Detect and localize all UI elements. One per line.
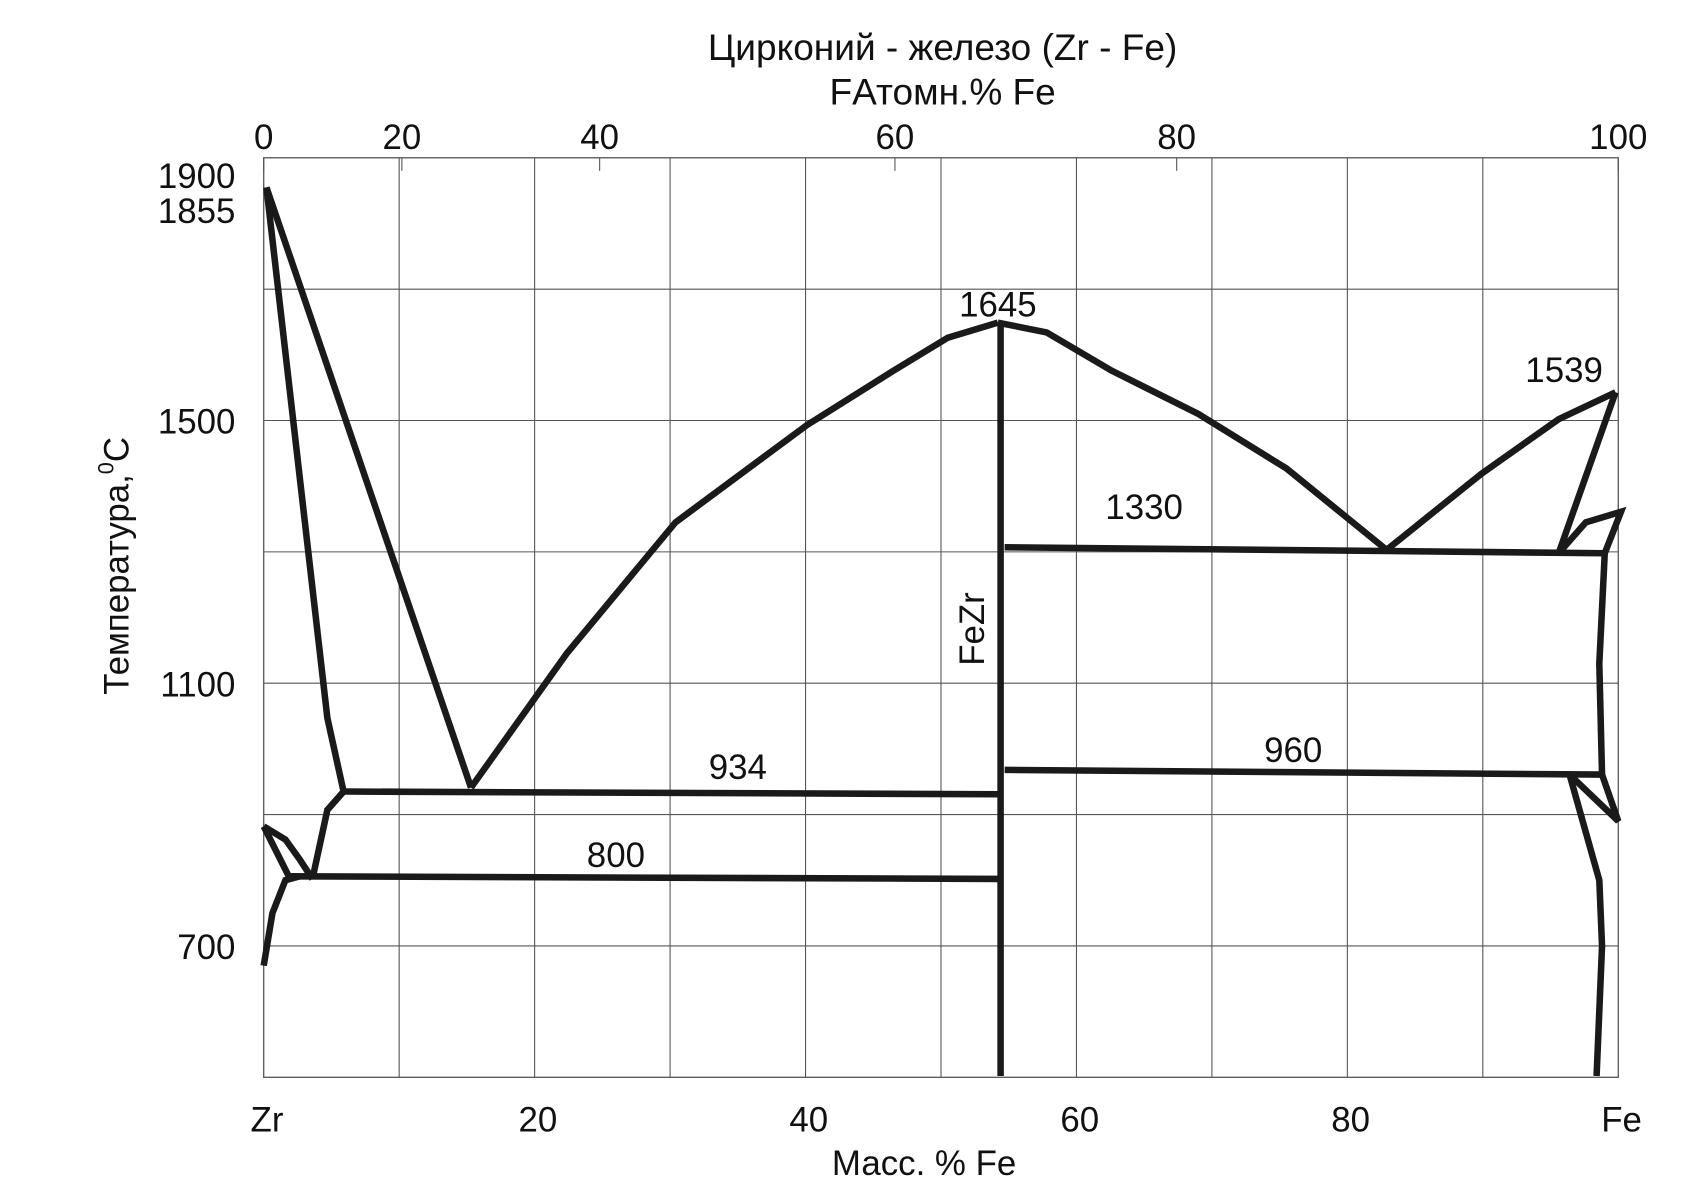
y-tick-label: 1855 [158,192,236,231]
temperature-annotation: 934 [709,748,767,787]
phase-line-liquidus-fezr-left [468,319,999,790]
y-axis-label: Температура,0C [93,437,136,695]
phase-line-solidus-zr [263,187,347,793]
temperature-annotation: 1539 [1525,351,1603,390]
top-axis-ticks: 0 20 40 60 80 100 [254,118,1647,171]
bottom-tick-label: 20 [519,1101,558,1140]
top-tick-label: 80 [1157,118,1196,157]
temperature-annotation: 1330 [1105,488,1183,527]
top-tick-label: 40 [580,118,619,157]
phase-line-eutectoid-960 [1004,766,1603,778]
phase-line-alpha-zr-solvus [260,873,301,967]
phase-line-liquidus-fezr-right [997,319,1389,553]
annotations: 1645 1539 1330 934 960 800 [587,286,1603,876]
phase-line-liquidus-fe [1384,389,1617,553]
y-axis-label-group: Температура,0C [93,437,136,695]
bottom-axis-ticks: Zr 20 40 60 80 Fe [251,1101,1642,1140]
grid [263,157,1619,1078]
phase-line-gamma-boundary [1596,553,1609,775]
chart-title: Цирконий - железо (Zr - Fe) [708,26,1177,68]
bottom-tick-label: 60 [1060,1101,1099,1140]
phase-line-delta-gamma-loop [1556,506,1627,556]
top-tick-label: 0 [254,118,273,157]
phase-line-alpha-boundary [1566,773,1606,1077]
y-tick-label: 1900 [158,157,236,196]
bottom-axis-label: Масс. % Fe [832,1144,1016,1183]
y-tick-label: 1100 [160,665,235,704]
compound-label: FeZr [953,592,992,666]
bottom-tick-label: 40 [789,1101,828,1140]
top-tick-label: 60 [876,118,915,157]
phase-lines [260,186,1627,1077]
phase-line-peritectic-1330 [1004,543,1605,557]
top-axis-label: FАтомн.% Fe [829,70,1055,112]
bottom-tick-label: Zr [251,1101,284,1140]
phase-line-liquidus-zr [263,186,475,789]
y-tick-label: 1500 [158,403,236,442]
bottom-tick-label: Fe [1601,1101,1642,1140]
top-tick-label: 20 [382,118,421,157]
phase-line-eutectic-934 [343,788,998,798]
top-tick-label: 100 [1589,118,1647,157]
temperature-annotation: 800 [587,836,645,875]
phase-line-beta-alpha-cusp-2 [260,824,292,878]
phase-line-beta-boundary [309,789,347,880]
temperature-annotation: 960 [1264,731,1322,770]
compound-label-group: FeZr [953,592,992,666]
phase-line-delta-solidus [1555,391,1619,555]
phase-line-gamma-alpha-loop [1567,772,1622,824]
phase-line-beta-alpha-cusp [262,823,316,881]
y-tick-label: 700 [177,928,235,967]
bottom-tick-label: 80 [1331,1101,1370,1140]
plot-frame [263,157,1619,1078]
temperature-annotation: 1645 [959,286,1037,325]
phase-line-eutectoid-800 [288,873,998,883]
